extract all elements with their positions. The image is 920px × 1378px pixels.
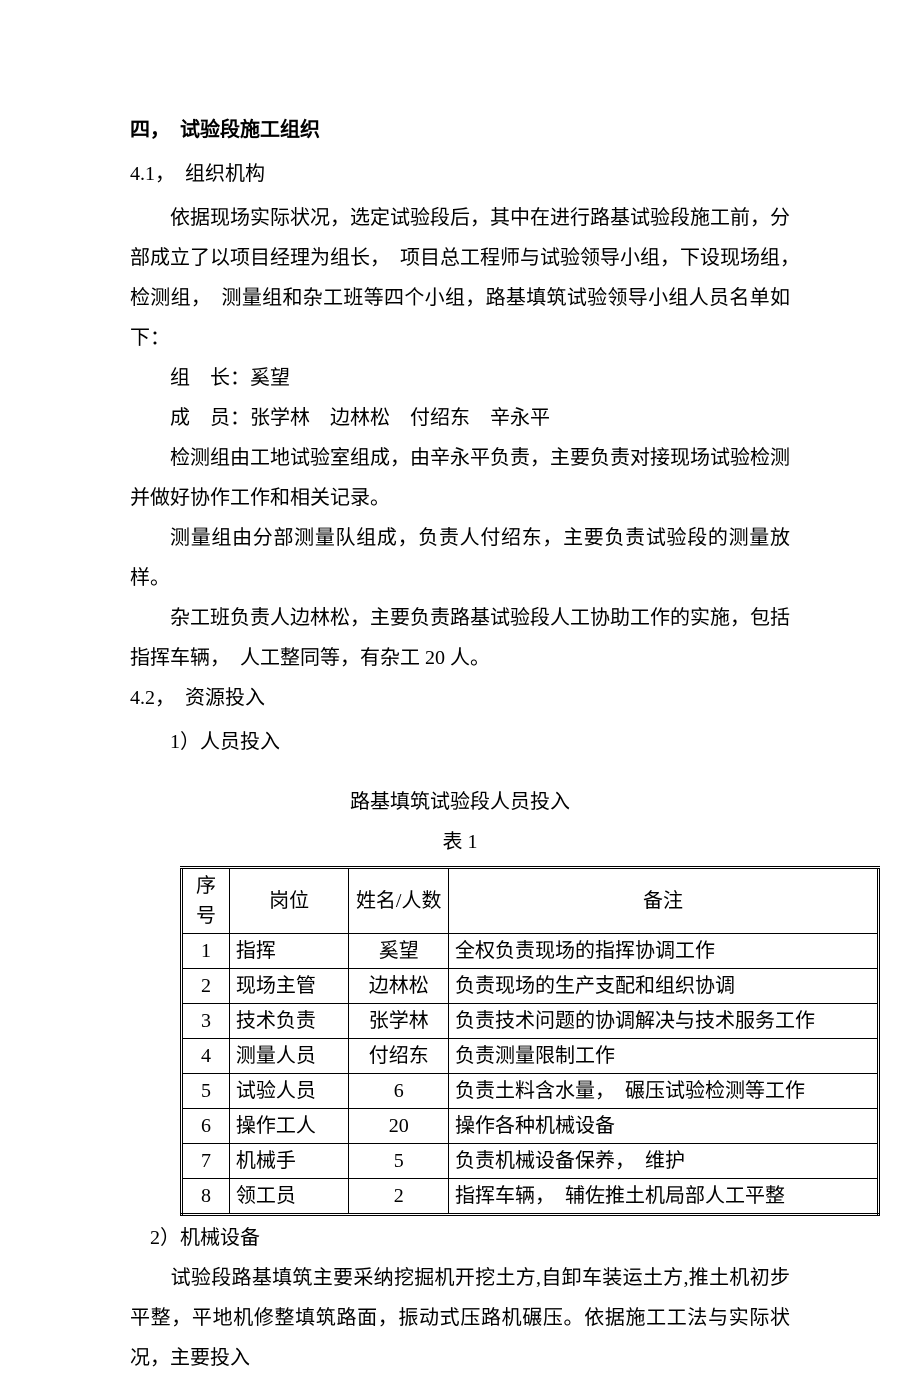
table-cell: 4 (182, 1039, 230, 1074)
table-cell: 6 (349, 1074, 449, 1109)
table-cell: 现场主管 (229, 969, 349, 1004)
para-machinery: 试验段路基填筑主要采纳挖掘机开挖土方,自卸车装运土方,推土机初步平整，平地机修整… (130, 1258, 790, 1378)
table-cell: 全权负责现场的指挥协调工作 (449, 934, 879, 969)
para-4-1-intro: 依据现场实际状况，选定试验段后，其中在进行路基试验段施工前，分部成立了以项目经理… (130, 198, 790, 358)
table-cell: 负责土料含水量， 碾压试验检测等工作 (449, 1074, 879, 1109)
table-cell: 负责机械设备保养， 维护 (449, 1144, 879, 1179)
th-num: 序号 (182, 868, 230, 934)
table-cell: 指挥 (229, 934, 349, 969)
table-cell: 负责技术问题的协调解决与技术服务工作 (449, 1004, 879, 1039)
members-line: 成 员：张学林 边林松 付绍东 辛永平 (130, 398, 790, 438)
th-role: 岗位 (229, 868, 349, 934)
table-cell: 操作工人 (229, 1109, 349, 1144)
subheading-4-1: 4.1， 组织机构 (130, 154, 790, 194)
table-cell: 测量人员 (229, 1039, 349, 1074)
table-cell: 试验人员 (229, 1074, 349, 1109)
table-cell: 指挥车辆， 辅佐推土机局部人工平整 (449, 1179, 879, 1215)
table-cell: 负责测量限制工作 (449, 1039, 879, 1074)
subheading-4-2: 4.2， 资源投入 (130, 678, 790, 718)
table-label: 表 1 (130, 822, 790, 862)
table-cell: 3 (182, 1004, 230, 1039)
table-cell: 8 (182, 1179, 230, 1215)
leader-line: 组 长：奚望 (130, 358, 790, 398)
table-cell: 机械手 (229, 1144, 349, 1179)
table-cell: 5 (182, 1074, 230, 1109)
table-cell: 2 (349, 1179, 449, 1215)
table-cell: 负责现场的生产支配和组织协调 (449, 969, 879, 1004)
table-cell: 20 (349, 1109, 449, 1144)
table-row: 5试验人员6负责土料含水量， 碾压试验检测等工作 (182, 1074, 879, 1109)
table-row: 1指挥奚望全权负责现场的指挥协调工作 (182, 934, 879, 969)
table-row: 4测量人员付绍东负责测量限制工作 (182, 1039, 879, 1074)
table-cell: 操作各种机械设备 (449, 1109, 879, 1144)
table-body: 1指挥奚望全权负责现场的指挥协调工作2现场主管边林松负责现场的生产支配和组织协调… (182, 934, 879, 1215)
table-title: 路基填筑试验段人员投入 (130, 782, 790, 822)
table-cell: 边林松 (349, 969, 449, 1004)
table-cell: 奚望 (349, 934, 449, 969)
table-row: 2现场主管边林松负责现场的生产支配和组织协调 (182, 969, 879, 1004)
th-name: 姓名/人数 (349, 868, 449, 934)
para-detection-group: 检测组由工地试验室组成，由辛永平负责，主要负责对接现场试验检测并做好协作工作和相… (130, 438, 790, 518)
th-note: 备注 (449, 868, 879, 934)
section-heading-4: 四， 试验段施工组织 (130, 110, 790, 150)
subtitle-machinery: 2）机械设备 (130, 1218, 790, 1258)
table-cell: 7 (182, 1144, 230, 1179)
table-cell: 付绍东 (349, 1039, 449, 1074)
para-labor-group: 杂工班负责人边林松，主要负责路基试验段人工协助工作的实施，包括指挥车辆， 人工整… (130, 598, 790, 678)
subtitle-personnel: 1）人员投入 (130, 722, 790, 762)
personnel-table: 序号 岗位 姓名/人数 备注 1指挥奚望全权负责现场的指挥协调工作2现场主管边林… (180, 866, 880, 1216)
table-cell: 领工员 (229, 1179, 349, 1215)
table-cell: 1 (182, 934, 230, 969)
para-survey-group: 测量组由分部测量队组成，负责人付绍东，主要负责试验段的测量放样。 (130, 518, 790, 598)
table-cell: 技术负责 (229, 1004, 349, 1039)
table-cell: 5 (349, 1144, 449, 1179)
table-row: 3技术负责张学林负责技术问题的协调解决与技术服务工作 (182, 1004, 879, 1039)
table-row: 8领工员2指挥车辆， 辅佐推土机局部人工平整 (182, 1179, 879, 1215)
table-cell: 张学林 (349, 1004, 449, 1039)
table-row: 7机械手5负责机械设备保养， 维护 (182, 1144, 879, 1179)
table-cell: 2 (182, 969, 230, 1004)
table-cell: 6 (182, 1109, 230, 1144)
table-row: 6操作工人20操作各种机械设备 (182, 1109, 879, 1144)
table-header-row: 序号 岗位 姓名/人数 备注 (182, 868, 879, 934)
